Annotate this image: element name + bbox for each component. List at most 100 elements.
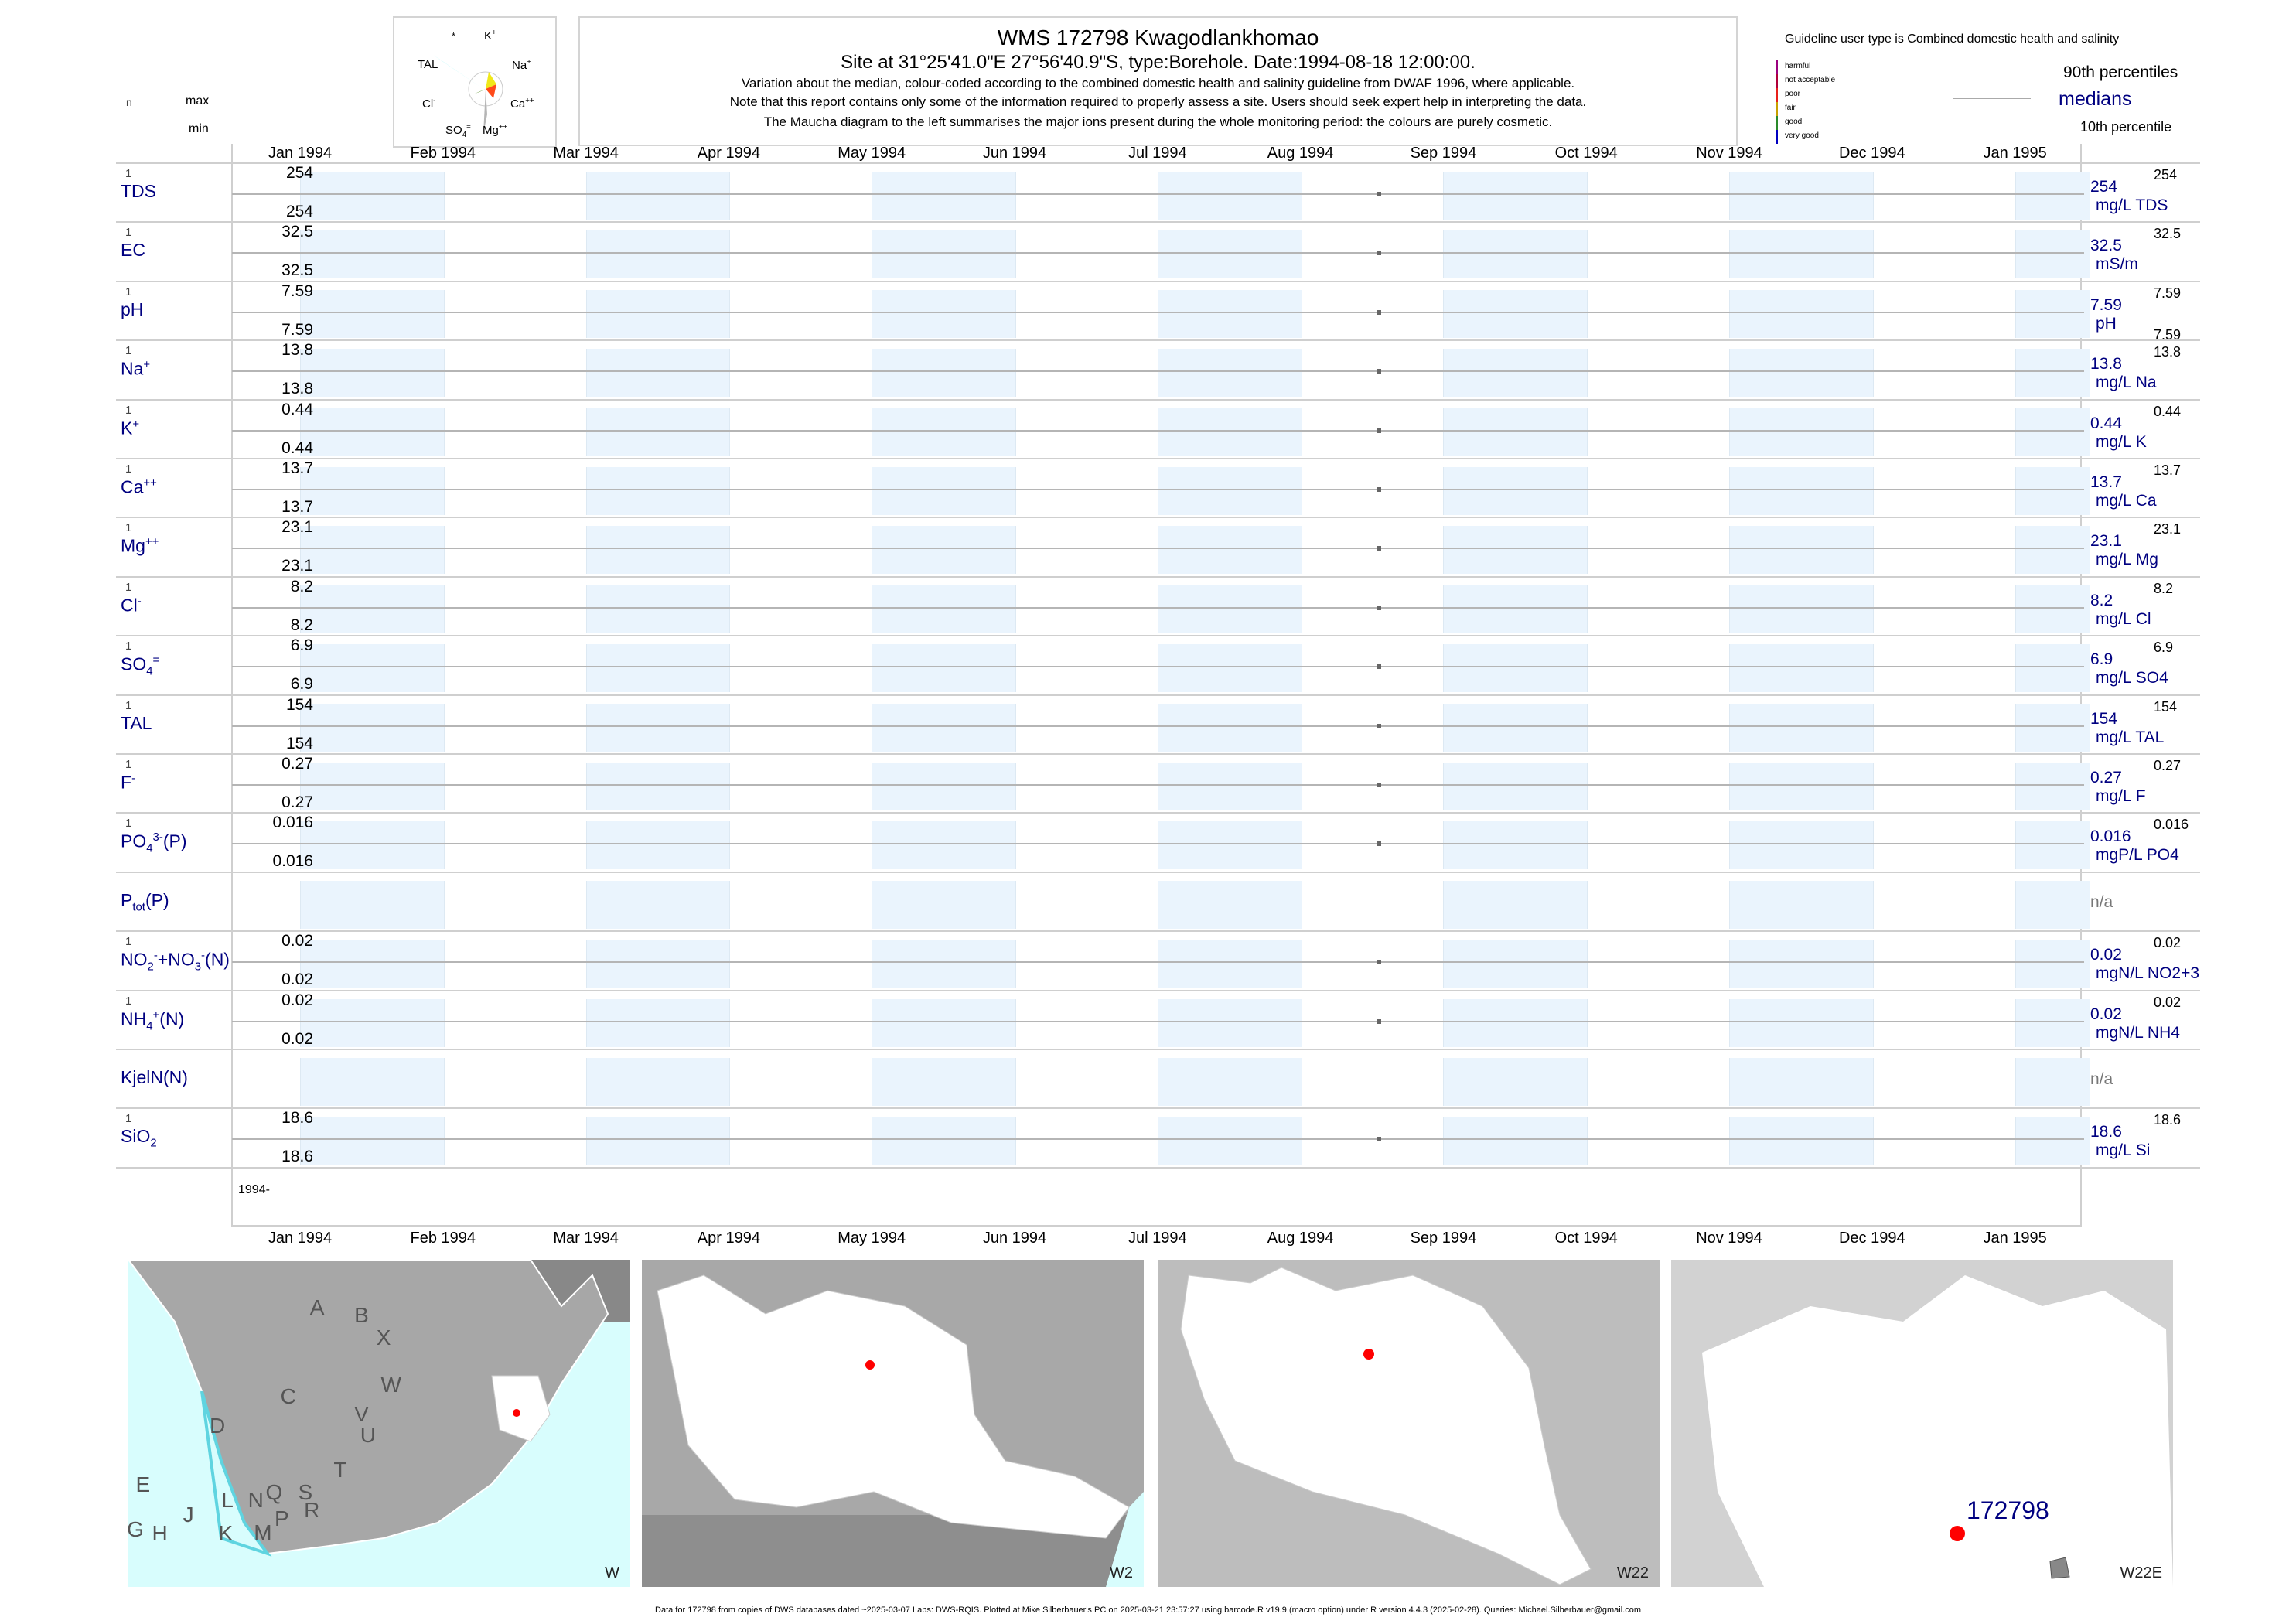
parameter-row: Na+ 1 13.8 13.8 13.8 mg/L Na 13.8: [116, 339, 2200, 400]
month-band: [872, 585, 1016, 633]
unit-label: mgN/L NH4: [2096, 1023, 2180, 1042]
max-value: 32.5: [281, 223, 313, 241]
unit-label: mgP/L PO4: [2096, 846, 2179, 865]
month-tick-label: Nov 1994: [1696, 145, 1762, 162]
legend-class-label: not acceptable: [1785, 76, 1836, 84]
so4-text: SO: [445, 124, 462, 137]
month-band: [1443, 1117, 1588, 1165]
month-tick-label: Jan 1994: [268, 145, 333, 162]
month-band: [585, 467, 731, 515]
month-band: [1729, 349, 1874, 397]
region-label: Q: [265, 1479, 283, 1504]
k-sup: +: [492, 29, 496, 37]
label-part: TDS: [121, 181, 156, 201]
label-part: -: [201, 949, 206, 963]
month-tick-label: May 1994: [838, 145, 906, 162]
month-band: [1729, 763, 1874, 810]
data-point: [1376, 1018, 1381, 1024]
label-part: 4: [146, 664, 153, 678]
month-tick-label: Jan 1995: [1983, 145, 2047, 162]
month-band: [585, 230, 731, 279]
month-band: [1157, 1117, 1302, 1165]
label-part: EC: [121, 240, 145, 261]
legend-class: good: [1776, 116, 1930, 130]
median-value: 18.6: [2090, 1123, 2122, 1141]
so4-sub: 4: [462, 131, 467, 139]
maucha-diagram: * K+ TAL Na+ Cl- Ca++ SO4= Mg++: [393, 16, 557, 148]
p90-value: 0.44: [2154, 403, 2182, 419]
month-band: [585, 349, 731, 397]
parameter-label: NO2-+NO3-(N): [121, 949, 230, 973]
month-band: [1443, 467, 1588, 515]
parameter-row: NO2-+NO3-(N) 1 0.02 0.02 0.02 mgN/L NO2+3 0.02: [116, 930, 2200, 991]
data-point: [1376, 783, 1381, 787]
unit-label: mg/L Ca: [2096, 492, 2157, 510]
label-part: Mg: [121, 536, 145, 557]
map-w22e: 172798 W22E: [1671, 1260, 2173, 1587]
median-line: [232, 1020, 2084, 1022]
month-tick-label: Feb 1994: [410, 145, 476, 162]
parameter-row: K+ 1 0.44 0.44 0.44 mg/L K 0.44: [116, 398, 2200, 459]
month-band: [1157, 467, 1302, 515]
data-point: [1376, 841, 1381, 847]
min-value: 18.6: [281, 1148, 313, 1166]
col-n: n: [126, 96, 132, 108]
parameter-label: TDS: [121, 181, 156, 202]
month-band: [1157, 880, 1302, 929]
data-point: [1376, 192, 1381, 196]
ca-text: Ca: [510, 97, 526, 111]
month-tick-label: Aug 1994: [1267, 1230, 1334, 1247]
p90-value: 0.27: [2154, 758, 2182, 773]
parameter-label: SiO2: [121, 1126, 157, 1150]
month-tick-label: May 1994: [838, 1230, 906, 1247]
month-tick-label: Jun 1994: [982, 145, 1047, 162]
median-line: [232, 370, 2084, 373]
month-band: [1729, 1058, 1874, 1106]
label-part: tot: [132, 900, 145, 914]
label-part: SiO: [121, 1126, 151, 1147]
month-band: [300, 998, 445, 1047]
unit-label: mg/L Na: [2096, 374, 2157, 392]
sample-count: 1: [125, 698, 132, 712]
legend-color-swatch: [1776, 74, 1778, 88]
month-band: [1729, 821, 1874, 870]
parameter-label: Na+: [121, 358, 150, 380]
month-band: [1443, 349, 1588, 397]
data-point: [1376, 1137, 1381, 1142]
month-band: [2015, 349, 2090, 397]
sample-count: 1: [125, 640, 132, 653]
month-band: [300, 703, 445, 752]
region-label: C: [280, 1383, 296, 1408]
region-label: U: [360, 1422, 376, 1447]
maucha-mg: Mg++: [483, 123, 507, 137]
month-band: [1729, 230, 1874, 279]
region-label: R: [304, 1497, 320, 1522]
month-band: [1157, 585, 1302, 633]
maucha-so4: SO4=: [445, 123, 471, 139]
parameter-label: F-: [121, 772, 135, 793]
month-band: [1443, 1058, 1588, 1106]
median-value: 154: [2090, 709, 2118, 728]
month-band: [872, 821, 1016, 870]
legend-color-swatch: [1776, 130, 1778, 144]
median-value: 0.02: [2090, 946, 2122, 964]
month-band: [1157, 230, 1302, 279]
month-band: [1443, 763, 1588, 810]
p90-value: 0.016: [2154, 817, 2189, 833]
month-tick-label: Oct 1994: [1554, 1230, 1618, 1247]
legend-color-swatch: [1776, 88, 1778, 102]
month-band: [1157, 526, 1302, 575]
month-band: [872, 998, 1016, 1047]
parameter-label: pH: [121, 299, 143, 320]
month-band: [872, 940, 1016, 988]
month-band: [872, 230, 1016, 279]
parameter-label: TAL: [121, 713, 152, 734]
month-band: [2015, 585, 2090, 633]
month-band: [2015, 763, 2090, 810]
parameter-row: Ptot(P) n/a: [116, 871, 2200, 932]
month-band: [585, 172, 731, 220]
median-value: 0.016: [2090, 827, 2131, 846]
mg-sup: ++: [498, 123, 508, 131]
maucha-star-icon: [433, 55, 503, 134]
data-point: [1376, 664, 1381, 670]
